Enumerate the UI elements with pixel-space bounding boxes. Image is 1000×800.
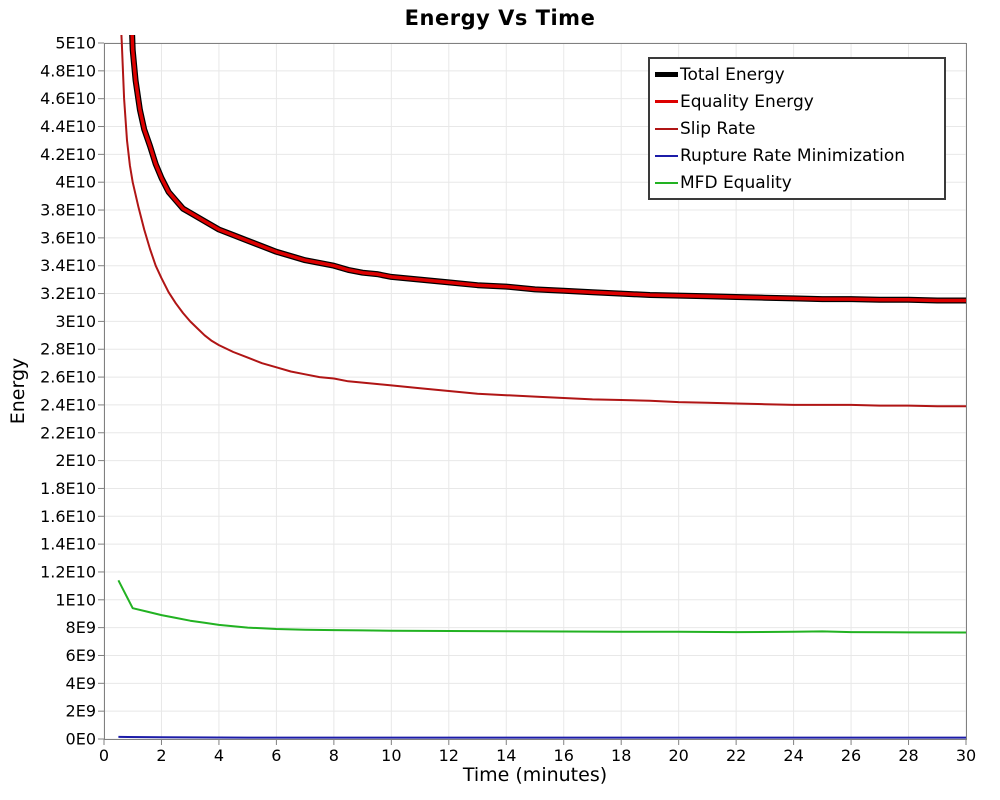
y-tick-label: 5E10: [55, 34, 96, 53]
x-tick-label: 16: [554, 746, 574, 765]
x-tick-label: 18: [611, 746, 631, 765]
series-line-rupture-rate-minimization: [118, 735, 966, 739]
legend-item-equality-energy: Equality Energy: [655, 88, 940, 115]
y-tick-label: 1.2E10: [40, 562, 96, 581]
legend: Total Energy Equality Energy Slip Rate R…: [648, 57, 946, 200]
legend-line-sample-equality-energy: [655, 99, 678, 104]
y-tick-label: 2.2E10: [40, 423, 96, 442]
y-tick-label: 1.4E10: [40, 535, 96, 554]
y-tick-label: 3.2E10: [40, 284, 96, 303]
y-tick-label: 1.8E10: [40, 479, 96, 498]
y-tick-label: 1.6E10: [40, 507, 96, 526]
y-tick-label: 3.4E10: [40, 256, 96, 275]
legend-label: Equality Energy: [680, 91, 814, 112]
legend-label: Slip Rate: [680, 118, 756, 139]
y-tick-label: 4.6E10: [40, 89, 96, 108]
legend-item-mfd-equality: MFD Equality: [655, 169, 940, 196]
x-tick-label: 24: [783, 746, 803, 765]
series-line-equality-energy: [130, 35, 966, 303]
y-tick-label: 3.6E10: [40, 228, 96, 247]
tick-label-layer: 0 2 4 6 8 10 12 14 16 18 20 22 24 26 28 300E02E94E96E98…: [40, 34, 976, 766]
y-tick-label: 3E10: [55, 312, 96, 331]
x-tick-label: 10: [381, 746, 401, 765]
x-tick-label: 20: [668, 746, 688, 765]
legend-line-sample-rupture-rate-minimization: [655, 154, 678, 157]
x-tick-label: 12: [439, 746, 459, 765]
series-line-slip-rate: [120, 35, 966, 408]
plot-border: [104, 43, 967, 740]
y-tick-label: 4.4E10: [40, 117, 96, 136]
x-tick-label: 8: [329, 746, 339, 765]
x-tick-label: 30: [956, 746, 976, 765]
x-tick-label: 2: [156, 746, 166, 765]
legend-line-sample-slip-rate: [655, 127, 678, 130]
x-tick-label: 28: [898, 746, 918, 765]
legend-item-total-energy: Total Energy: [655, 61, 940, 88]
legend-label: Total Energy: [680, 64, 785, 85]
x-tick-label: 22: [726, 746, 746, 765]
series-layer: [117, 35, 967, 739]
y-tick-label: 8E9: [66, 618, 96, 637]
x-tick-label: 0: [99, 746, 109, 765]
y-tick-label: 3.8E10: [40, 201, 96, 220]
y-tick-label: 4.8E10: [40, 61, 96, 80]
y-tick-label: 2E10: [55, 451, 96, 470]
x-axis-title: Time (minutes): [462, 764, 608, 786]
y-tick-label: 2E9: [66, 702, 96, 721]
legend-label: Rupture Rate Minimization: [680, 145, 905, 166]
y-tick-label: 6E9: [66, 646, 96, 665]
x-tick-label: 14: [496, 746, 516, 765]
x-tick-label: 26: [841, 746, 861, 765]
y-tick-label: 0E0: [66, 730, 96, 749]
legend-line-sample-total-energy: [655, 72, 678, 77]
y-tick-label: 1E10: [55, 590, 96, 609]
chart-title: Energy Vs Time: [404, 6, 596, 30]
x-tick-label: 6: [271, 746, 281, 765]
series-line-mfd-equality: [117, 579, 967, 634]
y-tick-label: 4E10: [55, 173, 96, 192]
legend-item-slip-rate: Slip Rate: [655, 115, 940, 142]
y-tick-label: 4.2E10: [40, 145, 96, 164]
legend-item-rupture-rate-minimization: Rupture Rate Minimization: [655, 142, 940, 169]
y-axis-title: Energy: [7, 357, 29, 425]
legend-label: MFD Equality: [680, 172, 792, 193]
y-tick-label: 2.6E10: [40, 368, 96, 387]
y-tick-label: 2.8E10: [40, 340, 96, 359]
y-tick-label: 4E9: [66, 674, 96, 693]
y-tick-label: 2.4E10: [40, 395, 96, 414]
x-tick-label: 4: [214, 746, 224, 765]
legend-line-sample-mfd-equality: [655, 181, 678, 184]
